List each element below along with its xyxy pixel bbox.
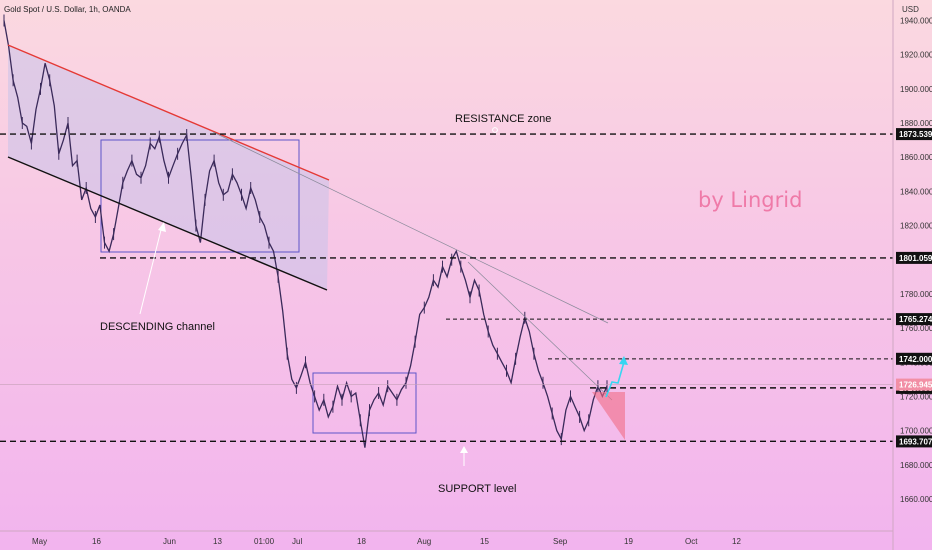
level-tag-bg bbox=[896, 128, 932, 141]
level-tag: 1873.539 bbox=[899, 130, 932, 139]
long-trendline bbox=[212, 131, 609, 324]
currency-label: USD bbox=[902, 5, 919, 14]
y-tick-label: 1820.000 bbox=[900, 222, 932, 231]
y-tick-label: 1920.000 bbox=[900, 51, 932, 60]
x-tick-label: 15 bbox=[480, 537, 489, 546]
descending-pointer bbox=[139, 225, 163, 315]
y-tick-label: 1860.000 bbox=[900, 153, 932, 162]
chart-title: Gold Spot / U.S. Dollar, 1h, OANDA bbox=[4, 5, 131, 14]
short-trendline bbox=[467, 261, 613, 401]
x-tick-label: 01:00 bbox=[254, 537, 275, 546]
x-tick-label: Aug bbox=[417, 537, 431, 546]
y-tick-label: 1700.000 bbox=[900, 427, 932, 436]
last-price-tag-bg bbox=[896, 378, 932, 391]
level-tag-bg bbox=[896, 251, 932, 264]
watermark-text: by Lingrid bbox=[698, 188, 802, 212]
last-price-tag: 1726.945 bbox=[899, 381, 932, 390]
pattern-triangle bbox=[592, 392, 625, 440]
channel-fill bbox=[8, 45, 329, 290]
level-tag-bg bbox=[896, 435, 932, 448]
x-tick-label: 19 bbox=[624, 537, 633, 546]
descending-label: DESCENDING channel bbox=[100, 321, 215, 333]
channel-bottom-line bbox=[7, 156, 328, 291]
x-tick-label: 12 bbox=[732, 537, 741, 546]
y-tick-label: 1900.000 bbox=[900, 85, 932, 94]
x-tick-label: Jun bbox=[163, 537, 176, 546]
level-tag-bg bbox=[896, 352, 932, 365]
level-tag: 1742.000 bbox=[899, 355, 932, 364]
x-tick-label: 18 bbox=[357, 537, 366, 546]
x-tick-label: Jul bbox=[292, 537, 302, 546]
descending-pointer-head bbox=[158, 222, 166, 232]
y-tick-label: 1940.000 bbox=[900, 17, 932, 26]
y-tick-label: 1840.000 bbox=[900, 187, 932, 196]
y-tick-label: 1760.000 bbox=[900, 324, 932, 333]
projection-arrow-head bbox=[619, 356, 628, 365]
x-tick-label: 13 bbox=[213, 537, 222, 546]
level-tag: 1693.707 bbox=[899, 437, 932, 446]
support-label: SUPPORT level bbox=[438, 483, 516, 495]
resistance-label: RESISTANCE zone bbox=[455, 113, 551, 125]
y-tick-label: 1880.000 bbox=[900, 119, 932, 128]
x-tick-label: May bbox=[32, 537, 47, 546]
level-tag: 1765.274 bbox=[899, 315, 932, 324]
y-tick-label: 1680.000 bbox=[900, 461, 932, 470]
support-pointer-head bbox=[460, 446, 468, 453]
projection-arrow bbox=[605, 361, 625, 398]
x-tick-label: Sep bbox=[553, 537, 568, 546]
x-tick-label: Oct bbox=[685, 537, 698, 546]
y-tick-label: 1660.000 bbox=[900, 495, 932, 504]
level-tag-bg bbox=[896, 313, 932, 326]
range-box-lower bbox=[312, 372, 417, 434]
y-tick-label: 1720.000 bbox=[900, 392, 932, 401]
resistance-marker bbox=[492, 127, 498, 133]
level-tag: 1801.059 bbox=[899, 254, 932, 263]
x-tick-label: 16 bbox=[92, 537, 101, 546]
y-tick-label: 1780.000 bbox=[900, 290, 932, 299]
channel-top-line bbox=[7, 44, 330, 181]
